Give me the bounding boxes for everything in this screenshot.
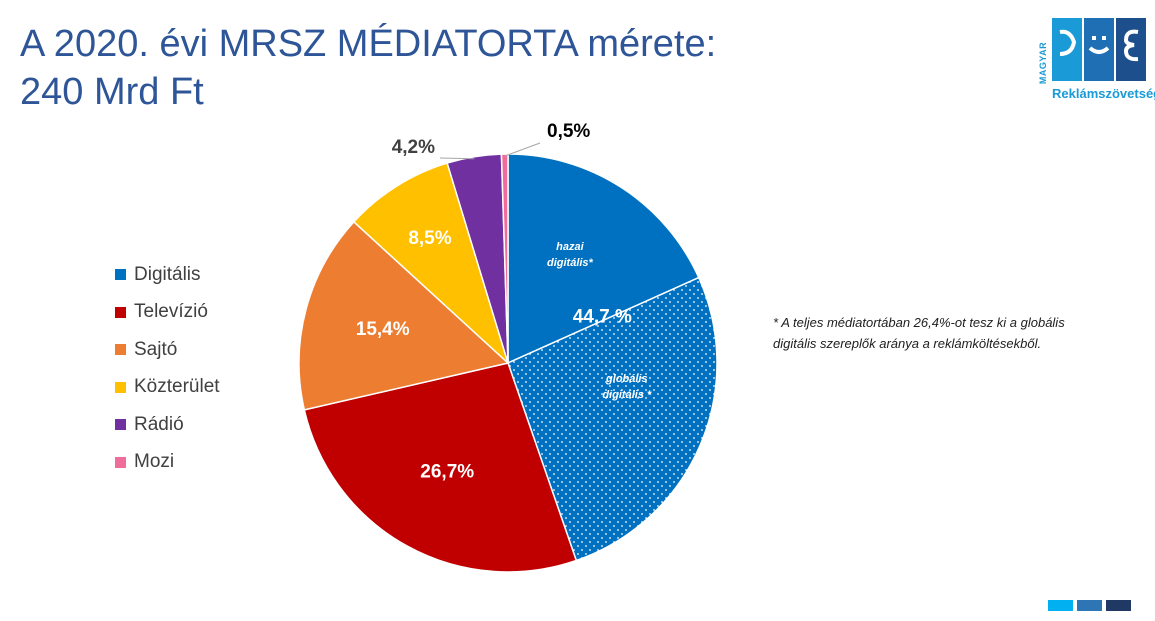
slice-label-közterület: 8,5% xyxy=(408,228,451,249)
legend-label: Sajtó xyxy=(134,338,178,360)
slice-sajtó xyxy=(298,220,510,411)
leader-line-mozi xyxy=(504,142,541,157)
slice-televízió xyxy=(303,362,578,573)
logo-square-1 xyxy=(1052,18,1082,81)
legend-swatch xyxy=(115,419,126,431)
title-line-1: A 2020. évi MRSZ MÉDIATORTA mérete: xyxy=(20,23,717,65)
legend-item-4: Rádió xyxy=(115,406,220,444)
slice-label-mozi: 0,5% xyxy=(547,121,590,142)
legend-item-2: Sajtó xyxy=(115,331,220,369)
title-line-2: 240 Mrd Ft xyxy=(20,71,204,113)
leader-line-radio xyxy=(439,157,475,160)
legend-swatch xyxy=(115,306,126,318)
legend-label: Televízió xyxy=(134,301,208,323)
slice-közterület xyxy=(352,162,510,366)
legend-swatch xyxy=(115,381,126,393)
slice-mozi xyxy=(500,153,509,364)
footer-decoration xyxy=(1048,600,1131,611)
legend-item-5: Mozi xyxy=(115,444,220,482)
slice-label-sajtó: 15,4% xyxy=(356,319,410,340)
legend-swatch xyxy=(115,456,126,468)
brand-logo: MAGYAR Reklámszövetség xyxy=(1038,18,1155,108)
legend-label: Közterület xyxy=(134,376,220,398)
slice-digital-domestic xyxy=(507,153,700,365)
footer-bar-3 xyxy=(1106,600,1131,611)
label-domestic-2: digitális* xyxy=(547,257,594,269)
logo-glyphs-icon xyxy=(1059,29,1139,62)
slice-digital-global xyxy=(507,276,718,562)
legend-item-3: Közterület xyxy=(115,369,220,407)
legend-swatch xyxy=(115,269,126,281)
legend-item-1: Televízió xyxy=(115,294,220,332)
footer-bar-1 xyxy=(1048,600,1073,611)
footer-bar-2 xyxy=(1077,600,1102,611)
legend-label: Mozi xyxy=(134,451,175,473)
label-global-2: digitális * xyxy=(602,389,652,401)
footnote: * A teljes médiatortában 26,4%-ot tesz k… xyxy=(773,315,1065,351)
slice-label-radio: 4,2% xyxy=(392,137,435,158)
pie-slices xyxy=(298,153,718,573)
page-title: A 2020. évi MRSZ MÉDIATORTA mérete: 240 … xyxy=(20,20,716,116)
slice-label-digital: 44,7 % xyxy=(573,306,632,327)
label-global-1: globális xyxy=(605,373,648,385)
slice-label-televízió: 26,7% xyxy=(420,462,474,483)
logo-square-3 xyxy=(1116,18,1146,81)
legend-label: Digitális xyxy=(134,263,201,285)
legend-swatch xyxy=(115,344,126,356)
logo-large-text: Reklámszövetség xyxy=(1052,86,1155,101)
legend-label: Rádió xyxy=(134,413,184,435)
label-domestic-1: hazai xyxy=(556,241,584,253)
pie-labels: 44,7 % hazai digitális* globális digitális *… xyxy=(356,121,652,483)
legend-item-0: Digitális xyxy=(115,256,220,294)
chart-legend: Digitális Televízió Sajtó Közterület Rádió Mo… xyxy=(115,256,220,481)
